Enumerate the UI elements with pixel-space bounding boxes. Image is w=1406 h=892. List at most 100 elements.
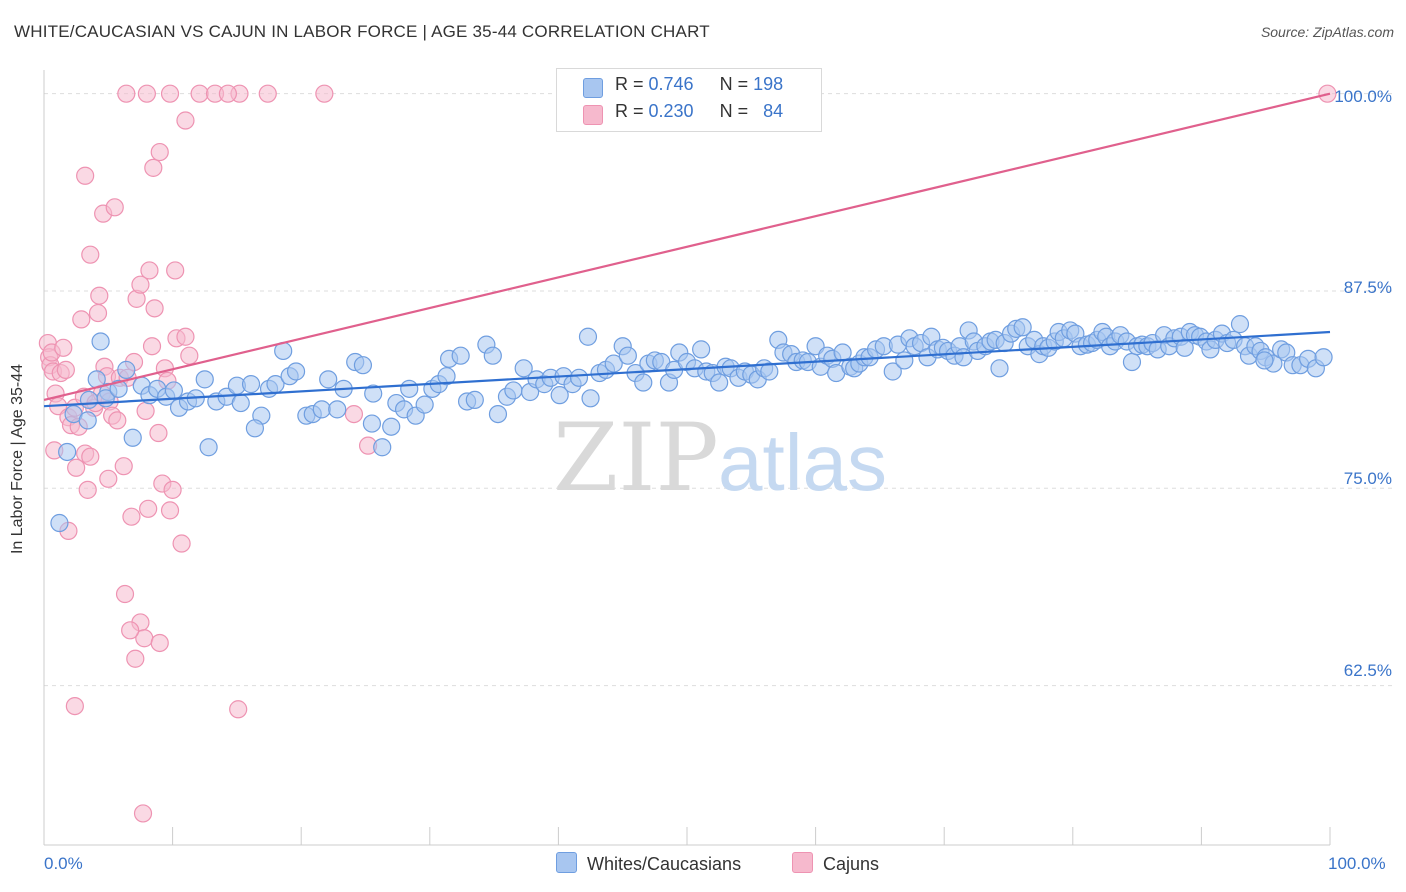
- whites-point-165: [1122, 352, 1142, 372]
- cajuns-trend-line: [43, 92, 1331, 401]
- whites-point-76: [604, 354, 623, 373]
- whites-r-label: R =: [615, 74, 649, 94]
- source-credit: Source: ZipAtlas.com: [1260, 24, 1394, 40]
- cajuns-r-value: 0.230: [648, 101, 694, 121]
- whites-point-3: [79, 390, 99, 409]
- y-tick-label-75: 75.0%: [1343, 469, 1392, 488]
- trend-lines: [43, 92, 1331, 408]
- whites-point-140: [990, 359, 1009, 378]
- watermark: ZIP atlas: [553, 404, 887, 513]
- whites-point-89: [692, 340, 711, 359]
- cajuns-point-49: [180, 346, 199, 365]
- legend-item-cajuns[interactable]: Cajuns: [792, 852, 879, 875]
- whites-point-28: [245, 419, 265, 438]
- cajuns-point-58: [144, 158, 163, 177]
- whites-point-16: [164, 381, 183, 400]
- whites-point-50: [415, 395, 434, 414]
- cajuns-point-9: [56, 360, 75, 379]
- whites-point-1: [58, 442, 77, 462]
- cajuns-point-44: [160, 501, 180, 520]
- cajuns-point-47: [172, 534, 191, 553]
- cajuns-point-45: [163, 480, 182, 499]
- cajuns-point-54: [115, 584, 135, 604]
- cajuns-n-value: 84: [763, 101, 784, 121]
- whites-trend-line: [43, 330, 1331, 408]
- cajuns-swatch: [583, 105, 603, 125]
- whites-point-78: [618, 346, 637, 365]
- cajuns-point-74: [99, 469, 118, 488]
- whites-point-43: [364, 384, 383, 403]
- cajuns-point-50: [76, 166, 95, 185]
- whites-point-57: [465, 390, 484, 409]
- watermark-atlas: atlas: [718, 418, 887, 507]
- legend-cajuns-swatch: [792, 852, 813, 873]
- whites-point-198: [1314, 348, 1333, 367]
- series-legend: Whites/Caucasians Cajuns: [0, 852, 1406, 878]
- legend-item-whites[interactable]: Whites/Caucasians: [556, 852, 741, 875]
- cajuns-point-77: [67, 458, 86, 477]
- cajuns-point-59: [150, 142, 169, 162]
- cajuns-point-60: [166, 261, 185, 280]
- whites-point-63: [514, 359, 533, 378]
- whites-point-44: [373, 438, 392, 457]
- whites-point-42: [362, 414, 382, 433]
- whites-n-value: 198: [753, 74, 784, 94]
- cajuns-point-70: [65, 696, 84, 716]
- whites-point-60: [488, 404, 508, 424]
- whites-point-45: [382, 417, 401, 436]
- whites-point-37: [319, 370, 338, 389]
- y-tick-label-87-5: 87.5%: [1343, 278, 1392, 297]
- whites-point-21: [199, 438, 218, 457]
- cajuns-point-78: [344, 404, 364, 424]
- cajuns-point-57: [140, 261, 159, 280]
- whites-point-10: [117, 360, 136, 379]
- whites-point-68: [550, 386, 569, 405]
- whites-point-144: [1013, 318, 1032, 337]
- whites-point-0: [50, 513, 69, 533]
- whites-point-122: [895, 351, 914, 370]
- cajuns-point-75: [136, 401, 155, 421]
- cajuns-point-28: [108, 411, 127, 430]
- whites-point-53: [437, 367, 456, 386]
- whites-swatch: [583, 78, 603, 98]
- x-tick-label-right: 100.0%: [1328, 854, 1386, 873]
- cajuns-point-69: [160, 84, 180, 103]
- cajuns-point-81: [121, 621, 140, 640]
- whites-points: [50, 315, 1333, 533]
- whites-point-59: [483, 346, 502, 365]
- cajuns-point-62: [190, 84, 209, 103]
- whites-point-38: [328, 400, 347, 419]
- whites-point-185: [1230, 315, 1250, 334]
- cajuns-n-label: N =: [719, 101, 754, 121]
- axes: [43, 70, 1331, 846]
- whites-r-value: 0.746: [648, 74, 694, 94]
- cajuns-point-17: [78, 480, 97, 499]
- cajuns-point-39: [145, 299, 164, 318]
- cajuns-point-51: [81, 245, 100, 264]
- stats-row-cajuns: R = 0.230 N = 84: [557, 101, 821, 127]
- cajuns-point-48: [176, 327, 195, 346]
- whites-point-20: [195, 370, 214, 389]
- whites-point-26: [241, 375, 261, 394]
- whites-point-33: [286, 362, 306, 381]
- x-tick-label-left: 0.0%: [44, 854, 83, 873]
- cajuns-point-32: [122, 507, 141, 526]
- whites-point-6: [91, 332, 110, 351]
- cajuns-point-66: [315, 84, 334, 103]
- cajuns-point-40: [149, 423, 168, 443]
- y-tick-label-100: 100.0%: [1334, 87, 1392, 106]
- whites-point-11: [123, 428, 142, 447]
- cajuns-point-82: [218, 84, 237, 103]
- y-tick-label-62-5: 62.5%: [1343, 661, 1392, 680]
- cajuns-point-14: [72, 310, 91, 329]
- whites-point-9: [109, 379, 128, 398]
- cajuns-point-53: [105, 198, 124, 217]
- cajuns-point-30: [114, 457, 133, 476]
- whites-point-36: [312, 400, 331, 419]
- whites-point-25: [231, 393, 250, 413]
- cajuns-point-61: [176, 111, 195, 130]
- whites-point-120: [883, 362, 902, 381]
- whites-point-62: [504, 381, 523, 400]
- whites-point-199: [1255, 351, 1274, 370]
